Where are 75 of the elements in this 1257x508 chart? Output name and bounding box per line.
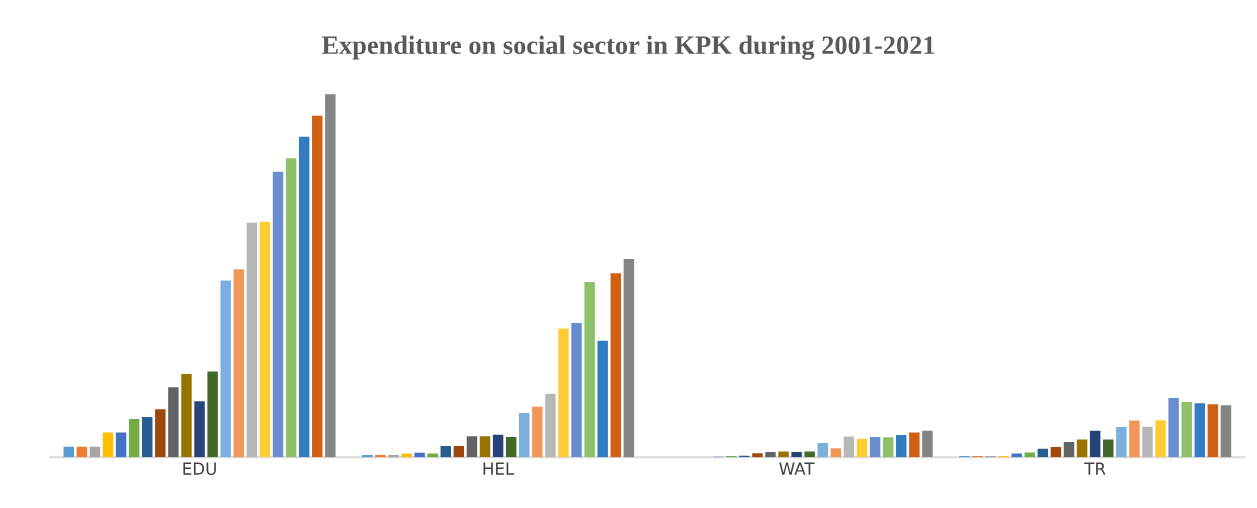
bar	[181, 374, 192, 458]
bar	[312, 115, 323, 458]
chart-title: Expenditure on social sector in KPK during 2001-2021	[321, 35, 935, 60]
bar	[1050, 447, 1062, 458]
bar	[882, 437, 894, 458]
x-tick-label: TR	[1084, 462, 1106, 475]
bar	[142, 416, 153, 458]
bar	[610, 273, 622, 458]
bar	[1220, 405, 1232, 458]
bar	[128, 419, 140, 458]
x-tick-label: HEL	[483, 462, 515, 475]
bar	[1129, 420, 1140, 458]
bar	[623, 259, 635, 458]
bar	[1207, 404, 1219, 458]
bar	[466, 436, 478, 458]
bar	[584, 281, 595, 458]
bar	[1181, 402, 1192, 458]
bar	[1063, 441, 1075, 458]
bar	[1116, 427, 1127, 458]
bar	[246, 222, 258, 458]
bar	[922, 430, 933, 458]
bar	[804, 451, 815, 458]
bar	[1142, 426, 1153, 458]
bar	[830, 448, 842, 458]
bar	[440, 445, 451, 458]
bar	[1037, 448, 1049, 458]
bar	[752, 453, 763, 458]
bar	[155, 409, 166, 458]
bar	[519, 412, 530, 458]
bar	[272, 171, 284, 458]
bar	[558, 328, 569, 458]
bar	[505, 436, 517, 458]
bar	[1076, 439, 1088, 458]
bar	[597, 340, 608, 458]
bar	[856, 438, 868, 458]
bar	[869, 436, 881, 458]
bar	[896, 435, 907, 458]
bar	[194, 401, 205, 458]
bar	[325, 94, 336, 458]
bar	[414, 452, 425, 458]
bar	[207, 371, 218, 458]
bar	[843, 436, 855, 458]
bar	[479, 436, 491, 458]
bar	[115, 432, 127, 458]
bar	[89, 446, 101, 458]
bar	[765, 452, 776, 458]
x-tick-label: EDU	[183, 462, 216, 475]
bar	[571, 322, 582, 458]
bar	[1155, 420, 1166, 458]
bar	[909, 432, 920, 458]
bar	[362, 455, 373, 458]
bar	[1089, 430, 1101, 458]
bar	[233, 269, 245, 458]
bar	[545, 393, 556, 458]
bar	[453, 445, 465, 458]
bar	[778, 451, 789, 458]
bar	[76, 446, 88, 458]
bar	[63, 446, 74, 458]
bar	[1168, 398, 1179, 458]
bar	[1194, 403, 1206, 458]
bar	[298, 136, 310, 458]
bar	[220, 280, 231, 458]
bar	[492, 434, 504, 458]
bar	[1024, 452, 1035, 458]
bar	[1103, 439, 1114, 458]
bar	[102, 432, 114, 458]
bar	[168, 387, 179, 458]
bar	[532, 406, 543, 458]
bar	[285, 158, 297, 458]
bar	[375, 455, 386, 458]
bar	[388, 455, 399, 458]
bar	[259, 221, 271, 458]
bar	[817, 443, 829, 458]
x-tick-label: WAT	[779, 462, 815, 475]
bar	[791, 452, 802, 458]
